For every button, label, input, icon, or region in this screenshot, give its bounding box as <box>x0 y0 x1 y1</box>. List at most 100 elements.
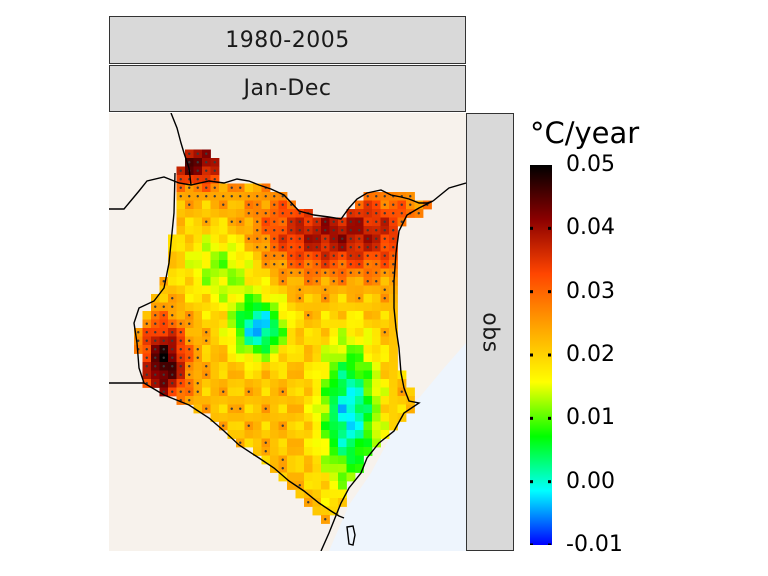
grid-cell <box>253 370 262 380</box>
significance-dot <box>375 263 378 266</box>
grid-cell <box>227 268 237 278</box>
grid-cell <box>210 353 220 363</box>
grid-cell <box>321 489 330 499</box>
grid-cell <box>202 379 211 388</box>
grid-cell <box>312 353 322 363</box>
significance-dot <box>145 348 148 351</box>
grid-cell <box>168 268 177 278</box>
grid-cell <box>176 243 186 252</box>
grid-cell <box>414 200 424 210</box>
grid-cell <box>287 455 296 465</box>
significance-dot <box>366 237 369 240</box>
significance-dot <box>281 229 284 232</box>
grid-cell <box>244 268 254 278</box>
border-somalia-east <box>432 182 466 202</box>
grid-cell <box>346 438 356 448</box>
significance-dot <box>375 229 378 232</box>
grid-cell <box>210 209 220 218</box>
grid-cell <box>372 311 381 320</box>
significance-dot <box>383 297 386 300</box>
grid-cell <box>185 226 194 235</box>
grid-cell <box>287 362 296 371</box>
grid-cell <box>295 413 305 422</box>
significance-dot <box>383 203 386 206</box>
grid-cell <box>219 217 228 227</box>
grid-cell <box>227 430 237 439</box>
grid-cell <box>270 455 279 465</box>
grid-cell <box>389 353 398 363</box>
grid-cell <box>176 217 186 227</box>
grid-cell <box>261 353 271 363</box>
significance-dot <box>366 271 369 274</box>
significance-dot <box>307 229 310 232</box>
significance-dot <box>162 339 165 342</box>
grid-cell <box>304 430 313 439</box>
sea-area <box>329 343 466 551</box>
grid-cell <box>355 387 364 397</box>
grid-cell <box>168 260 177 269</box>
grid-cell <box>338 447 347 456</box>
significance-dot <box>179 365 182 368</box>
significance-dot <box>256 203 259 206</box>
significance-dot <box>154 348 157 351</box>
grid-cell <box>227 302 237 312</box>
significance-dot <box>383 331 386 334</box>
grid-cell <box>304 413 313 422</box>
significance-dot <box>256 195 259 198</box>
grid-cell <box>321 311 330 320</box>
grid-cell <box>312 345 322 354</box>
significance-dot <box>375 271 378 274</box>
grid-cell <box>202 319 211 329</box>
significance-dot <box>417 212 420 215</box>
significance-dot <box>188 314 191 317</box>
significance-dot <box>298 212 301 215</box>
grid-cell <box>253 421 262 431</box>
grid-cell <box>227 387 237 397</box>
grid-cell <box>270 362 279 371</box>
significance-dot <box>400 390 403 393</box>
grid-cell <box>261 421 271 431</box>
grid-cell <box>253 336 262 346</box>
grid-cell <box>219 353 228 363</box>
significance-dot <box>298 484 301 487</box>
grid-cell <box>380 362 390 371</box>
significance-dot <box>188 356 191 359</box>
significance-dot <box>171 356 174 359</box>
grid-cell <box>304 345 313 354</box>
grid-cell <box>210 387 220 397</box>
grid-cell <box>236 345 245 354</box>
grid-cell <box>312 489 322 499</box>
significance-dot <box>375 237 378 240</box>
significance-dot <box>171 322 174 325</box>
grid-cell <box>363 336 373 346</box>
grid-cell <box>355 421 364 431</box>
grid-cell <box>278 311 288 320</box>
significance-dot <box>179 186 182 189</box>
grid-cell <box>202 277 211 286</box>
grid-cell <box>338 464 347 473</box>
grid-cell <box>329 353 339 363</box>
grid-cell <box>329 447 339 456</box>
significance-dot <box>273 229 276 232</box>
significance-dot <box>281 424 284 427</box>
grid-cell <box>253 430 262 439</box>
grid-cell <box>270 311 279 320</box>
grid-cell <box>363 438 373 448</box>
grid-cell <box>202 387 211 397</box>
grid-cell <box>253 285 262 295</box>
significance-dot <box>196 152 199 155</box>
grid-cell <box>287 387 296 397</box>
grid-cell <box>329 481 339 490</box>
grid-cell <box>346 294 356 303</box>
grid-cell <box>244 319 254 329</box>
significance-dot <box>247 212 250 215</box>
grid-cell <box>346 404 356 414</box>
significance-dot <box>400 212 403 215</box>
legend-ticks <box>530 165 552 545</box>
significance-dot <box>205 152 208 155</box>
significance-dot <box>349 263 352 266</box>
significance-dot <box>349 237 352 240</box>
grid-cell <box>261 277 271 286</box>
significance-dot <box>307 314 310 317</box>
grid-cell <box>219 268 228 278</box>
